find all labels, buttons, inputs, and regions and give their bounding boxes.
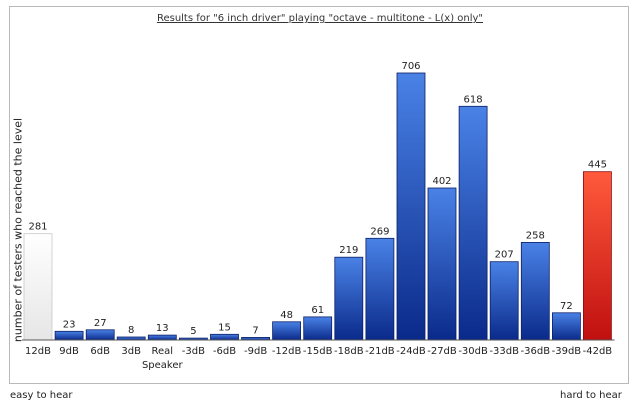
bar-value-label: 27 xyxy=(94,318,107,329)
category-label: -39dB xyxy=(552,346,582,357)
category-label: -27dB xyxy=(427,346,457,357)
bar-value-label: 72 xyxy=(560,301,573,312)
bar xyxy=(365,237,395,341)
category-label: -30dB xyxy=(458,346,488,357)
bar xyxy=(396,72,426,341)
bar-value-label: 402 xyxy=(432,176,451,187)
bar xyxy=(489,261,519,341)
bar-value-label: 207 xyxy=(495,250,514,261)
bar xyxy=(23,233,53,341)
bar-value-label: 8 xyxy=(128,325,134,336)
bar-value-label: 281 xyxy=(28,222,47,233)
category-label: 6dB xyxy=(90,346,110,357)
bar xyxy=(210,333,239,341)
bar-value-label: 269 xyxy=(370,226,389,237)
bar-value-label: 48 xyxy=(280,310,293,321)
category-label: -42dB xyxy=(583,346,613,357)
category-label: 3dB xyxy=(121,346,141,357)
category-label: 12dB xyxy=(25,346,51,357)
bar xyxy=(583,171,612,341)
category-label: -15dB xyxy=(303,346,333,357)
bar xyxy=(85,329,115,341)
bar-value-label: 23 xyxy=(63,319,76,330)
category-label: -33dB xyxy=(489,346,519,357)
bar xyxy=(427,187,457,341)
bar-value-label: 618 xyxy=(464,94,483,105)
category-label: -12dB xyxy=(272,346,302,357)
category-label: -6dB xyxy=(213,346,236,357)
easy-to-hear-label: easy to hear xyxy=(10,390,73,401)
bar-value-label: 15 xyxy=(218,322,231,333)
category-label: -24dB xyxy=(396,346,426,357)
category-label: -3dB xyxy=(182,346,205,357)
bar xyxy=(54,330,84,341)
bar xyxy=(147,334,177,341)
bar-value-label: 706 xyxy=(401,61,420,72)
category-label: 9dB xyxy=(59,346,79,357)
category-label: -9dB xyxy=(244,346,267,357)
bar-value-label: 219 xyxy=(339,245,358,256)
bar xyxy=(552,312,581,341)
bar-value-label: 61 xyxy=(311,305,324,316)
category-label: Real xyxy=(152,346,174,357)
bar-value-label: 13 xyxy=(156,323,169,334)
category-label: -36dB xyxy=(521,346,551,357)
category-label: Speaker xyxy=(142,360,184,371)
category-label: -21dB xyxy=(365,346,395,357)
chart-title: Results for "6 inch driver" playing "oct… xyxy=(156,13,484,24)
bar-value-label: 7 xyxy=(252,325,258,336)
bar-value-label: 445 xyxy=(588,160,607,171)
bar-value-label: 258 xyxy=(526,230,545,241)
bar-value-label: 5 xyxy=(190,326,196,337)
hard-to-hear-label: hard to hear xyxy=(560,390,622,401)
bar xyxy=(458,105,488,341)
bar xyxy=(520,241,550,341)
bar xyxy=(272,321,302,341)
bar xyxy=(334,256,364,341)
category-label: -18dB xyxy=(334,346,364,357)
bar xyxy=(303,316,333,341)
